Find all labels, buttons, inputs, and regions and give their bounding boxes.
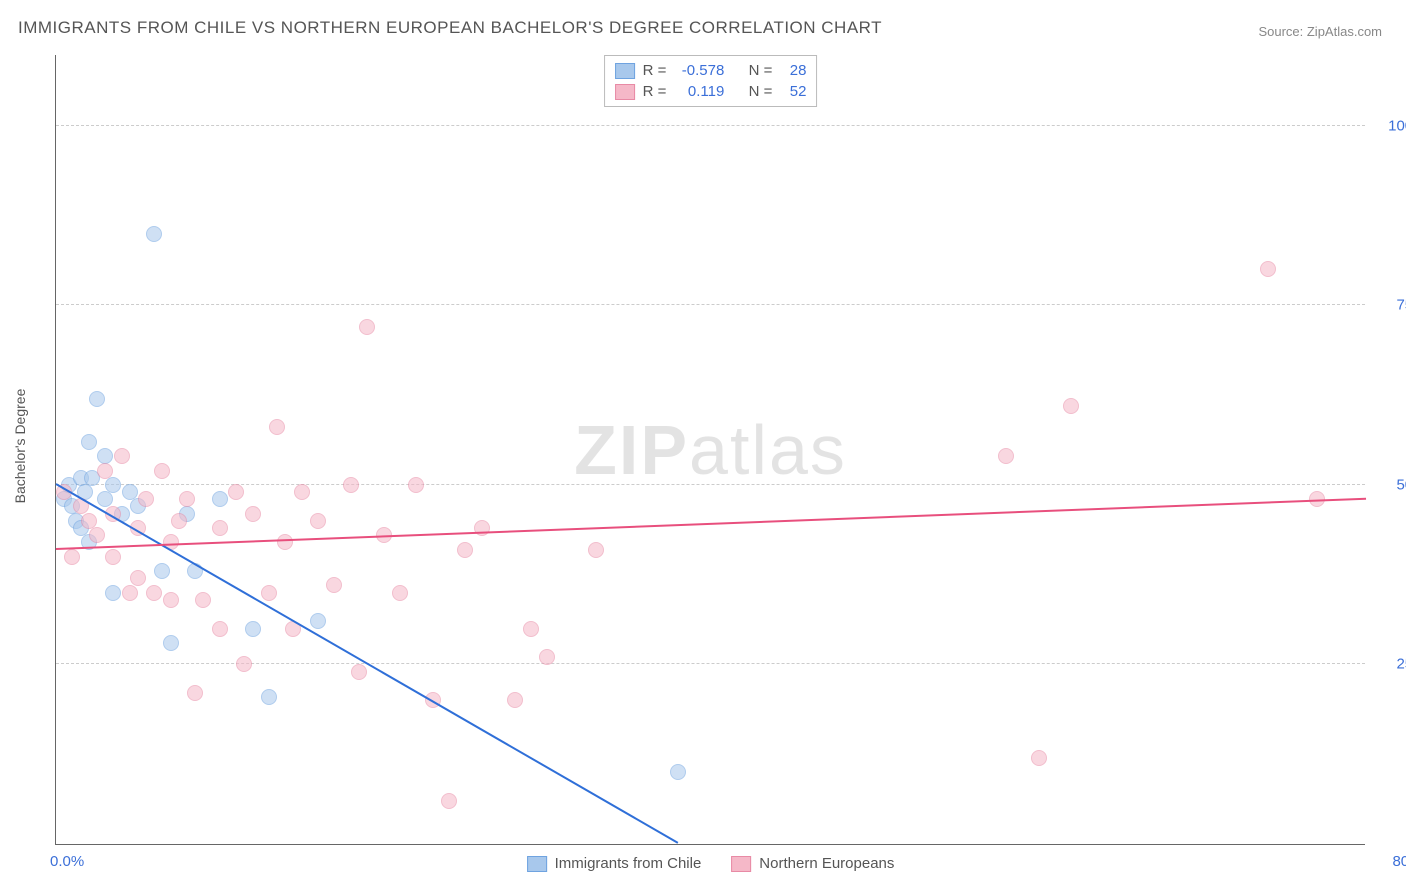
x-tick-label: 80.0% (1392, 853, 1406, 870)
data-point (163, 635, 179, 651)
data-point (171, 513, 187, 529)
data-point (163, 592, 179, 608)
data-point (130, 570, 146, 586)
data-point (392, 585, 408, 601)
data-point (122, 585, 138, 601)
data-point (236, 656, 252, 672)
r-label: R = (643, 62, 667, 79)
data-point (294, 484, 310, 500)
data-point (105, 585, 121, 601)
y-tick-label: 75.0% (1375, 297, 1406, 314)
data-point (89, 391, 105, 407)
data-point (277, 534, 293, 550)
data-point (670, 764, 686, 780)
legend-swatch (615, 63, 635, 79)
data-point (507, 692, 523, 708)
data-point (195, 592, 211, 608)
legend-item: Immigrants from Chile (527, 855, 702, 872)
data-point (1260, 261, 1276, 277)
data-point (154, 463, 170, 479)
data-point (539, 649, 555, 665)
stats-row: R = 0.119 N = 52 (615, 81, 807, 102)
data-point (212, 520, 228, 536)
n-label: N = (749, 83, 773, 100)
data-point (351, 664, 367, 680)
data-point (81, 434, 97, 450)
data-point (343, 477, 359, 493)
plot-area: ZIPatlas 25.0%50.0%75.0%100.0% R =-0.578… (55, 55, 1365, 845)
legend-label: Northern Europeans (759, 855, 894, 872)
data-point (105, 549, 121, 565)
legend-item: Northern Europeans (731, 855, 894, 872)
stats-legend: R = -0.578 N = 28 R = 0.119 N = 52 (604, 55, 818, 107)
data-point (114, 448, 130, 464)
legend-label: Immigrants from Chile (555, 855, 702, 872)
chart-title: IMMIGRANTS FROM CHILE VS NORTHERN EUROPE… (18, 18, 882, 38)
data-point (245, 506, 261, 522)
data-point (105, 477, 121, 493)
data-point (523, 621, 539, 637)
data-point (212, 491, 228, 507)
data-point (261, 585, 277, 601)
data-point (359, 319, 375, 335)
data-point (97, 463, 113, 479)
data-point (89, 527, 105, 543)
data-point (138, 491, 154, 507)
gridline (56, 125, 1365, 126)
r-label: R = (643, 83, 667, 100)
y-tick-label: 50.0% (1375, 476, 1406, 493)
legend-swatch (615, 84, 635, 100)
data-point (1031, 750, 1047, 766)
y-tick-label: 25.0% (1375, 656, 1406, 673)
data-point (1063, 398, 1079, 414)
data-point (998, 448, 1014, 464)
data-point (228, 484, 244, 500)
watermark: ZIPatlas (574, 410, 847, 490)
data-point (269, 419, 285, 435)
data-point (457, 542, 473, 558)
data-point (64, 549, 80, 565)
legend-swatch (731, 856, 751, 872)
source-label: Source: ZipAtlas.com (1258, 24, 1382, 39)
gridline (56, 304, 1365, 305)
bottom-legend: Immigrants from Chile Northern Europeans (527, 855, 895, 872)
data-point (146, 226, 162, 242)
stats-row: R = -0.578 N = 28 (615, 60, 807, 81)
y-tick-label: 100.0% (1375, 117, 1406, 134)
n-label: N = (749, 62, 773, 79)
data-point (179, 491, 195, 507)
data-point (154, 563, 170, 579)
data-point (212, 621, 228, 637)
r-value: 0.119 (674, 83, 724, 100)
data-point (326, 577, 342, 593)
data-point (187, 685, 203, 701)
data-point (408, 477, 424, 493)
r-value: -0.578 (674, 62, 724, 79)
data-point (245, 621, 261, 637)
data-point (261, 689, 277, 705)
gridline (56, 484, 1365, 485)
data-point (588, 542, 604, 558)
n-value: 52 (780, 83, 806, 100)
data-point (441, 793, 457, 809)
y-axis-title: Bachelor's Degree (12, 389, 28, 504)
legend-swatch (527, 856, 547, 872)
gridline (56, 663, 1365, 664)
n-value: 28 (780, 62, 806, 79)
x-tick-label: 0.0% (50, 853, 84, 870)
data-point (146, 585, 162, 601)
data-point (310, 613, 326, 629)
data-point (310, 513, 326, 529)
